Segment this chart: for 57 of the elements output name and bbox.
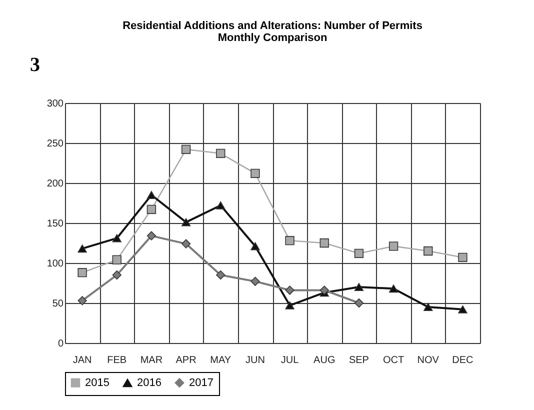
x-tick-label: JAN [72,355,92,366]
y-tick-label: 0 [58,338,64,350]
y-tick-label: 250 [46,138,64,150]
chart-title: Residential Additions and Alterations: Number of Permits [122,20,422,32]
point [112,270,122,280]
y-tick-label: 200 [46,178,64,190]
point [112,255,122,264]
x-tick-label: OCT [382,355,404,366]
legend-label: 2016 [137,377,162,390]
x-tick-label: JUL [280,355,300,366]
chart-subtitle: Monthly Comparison [218,32,328,44]
x-tick-label: MAR [140,355,163,366]
point [112,234,122,242]
x-tick-label: DEC [452,355,474,366]
x-tick-label: NOV [417,355,440,366]
point [354,248,364,258]
point [320,286,329,295]
point [216,270,226,280]
point [250,242,260,250]
x-tick-label: JUN [245,355,265,366]
point [78,296,87,306]
x-tick-label: SEP [348,355,370,366]
legend-label: 2017 [189,376,214,389]
point [424,302,433,312]
point [458,305,468,314]
point [458,252,468,262]
point [354,298,364,308]
point [181,144,191,154]
y-tick-label: 300 [46,98,64,110]
point [216,201,226,210]
x-tick-label: APR [176,355,196,366]
x-tick-label: MAY [210,355,232,366]
point [285,301,294,310]
text: 3 [30,54,40,76]
point [320,238,329,248]
point [285,236,294,246]
legend-label: 2015 [85,376,110,389]
point [78,244,87,253]
point [285,286,294,295]
point [181,239,191,248]
point [78,268,87,278]
x-tick-label: AUG [314,355,336,366]
y-tick-label: 50 [52,298,64,310]
point [250,276,260,286]
point [424,246,433,256]
y-tick-label: 100 [46,258,64,270]
y-tick-label: 150 [46,218,64,230]
point [250,168,260,178]
point [146,231,156,240]
point [216,148,226,158]
point [388,242,398,251]
point [354,282,364,292]
point [388,284,398,293]
x-tick-label: FEB [107,355,127,366]
point [181,218,191,226]
point [146,190,156,200]
point [146,204,156,214]
